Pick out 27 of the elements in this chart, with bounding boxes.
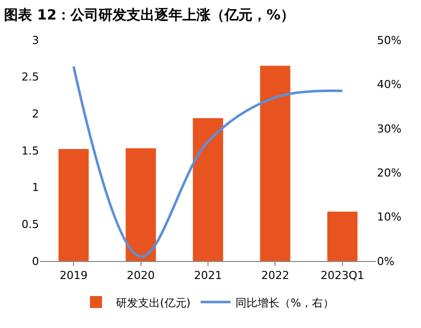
y2-tick-label: 40% <box>377 78 402 92</box>
y-tick-label: 2.5 <box>22 70 39 84</box>
x-tick-label: 2019 <box>60 269 88 282</box>
bar <box>58 149 89 261</box>
y-tick-label: 1 <box>32 181 39 194</box>
y-tick-label: 0.5 <box>22 218 39 232</box>
line-series <box>72 65 344 258</box>
y2-tick-label: 0% <box>377 254 394 268</box>
bar <box>260 66 290 261</box>
x-tick-label: 2023Q1 <box>320 269 364 282</box>
legend-label: 同比增长（%，右） <box>236 296 334 310</box>
y-tick-label: 0 <box>32 254 39 268</box>
y-tick-label: 1.5 <box>22 144 39 158</box>
bar <box>327 212 358 261</box>
y-tick-label: 2 <box>32 108 39 121</box>
x-tick-label: 2021 <box>194 269 222 282</box>
legend-label: 研发支出(亿元) <box>116 296 191 310</box>
y2-tick-label: 20% <box>377 166 402 180</box>
y2-tick-label: 30% <box>377 122 402 136</box>
bar <box>192 118 224 261</box>
y2-tick-label: 50% <box>377 34 402 47</box>
chart-title: 图表 12：公司研发支出逐年上涨（亿元，%） <box>4 8 295 24</box>
bar <box>126 148 156 261</box>
y2-tick-label: 10% <box>377 210 402 224</box>
x-tick-label: 2022 <box>261 269 290 282</box>
y-tick-label: 3 <box>32 34 39 47</box>
x-tick-label: 2020 <box>126 269 155 282</box>
